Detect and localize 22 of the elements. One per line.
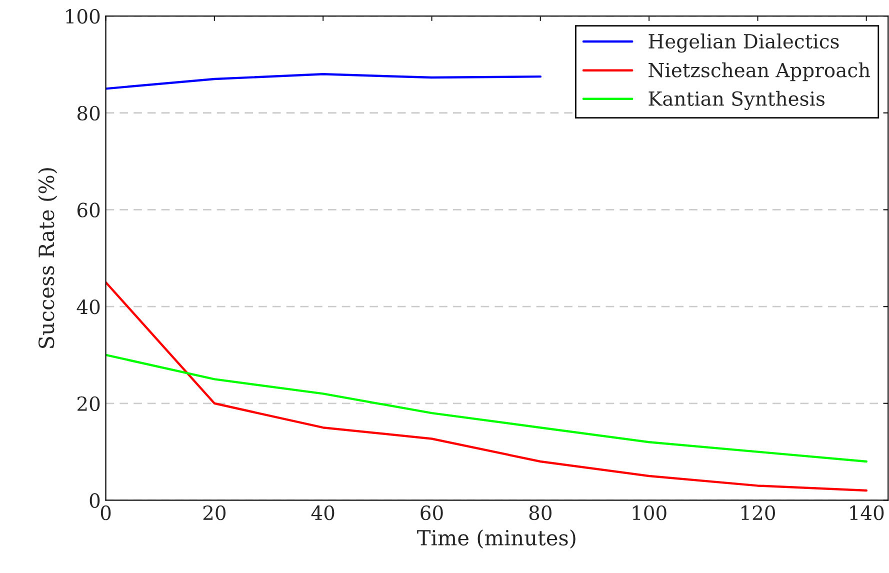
x-tick-label: 80 <box>529 505 552 520</box>
y-tick-label: 100 <box>66 9 100 24</box>
x-tick-label: 120 <box>742 505 775 520</box>
legend-label: Hegelian Dialectics <box>648 34 839 53</box>
legend-label: Nietzschean Approach <box>648 62 870 82</box>
line-series <box>106 73 542 90</box>
y-tick-label: 60 <box>77 202 100 218</box>
x-tick-label: 100 <box>632 505 666 520</box>
y-tick-label: 80 <box>77 106 100 121</box>
y-tick-label: 40 <box>76 300 100 314</box>
x-tick-label: 60 <box>420 505 443 520</box>
y-axis-title: Success Rate (%) <box>38 168 58 348</box>
y-tick-label: 0 <box>90 493 100 508</box>
line-series <box>106 281 868 492</box>
y-tick-label: 20 <box>78 396 100 412</box>
x-tick-label: 20 <box>203 505 226 520</box>
x-tick-label: 0 <box>100 505 111 520</box>
legend-label: Kantian Synthesis <box>648 90 824 110</box>
x-tick-label: 140 <box>850 505 884 520</box>
x-axis-title: Time (minutes) <box>417 529 576 549</box>
line-series <box>106 354 868 463</box>
x-tick-label: 40 <box>311 505 334 520</box>
